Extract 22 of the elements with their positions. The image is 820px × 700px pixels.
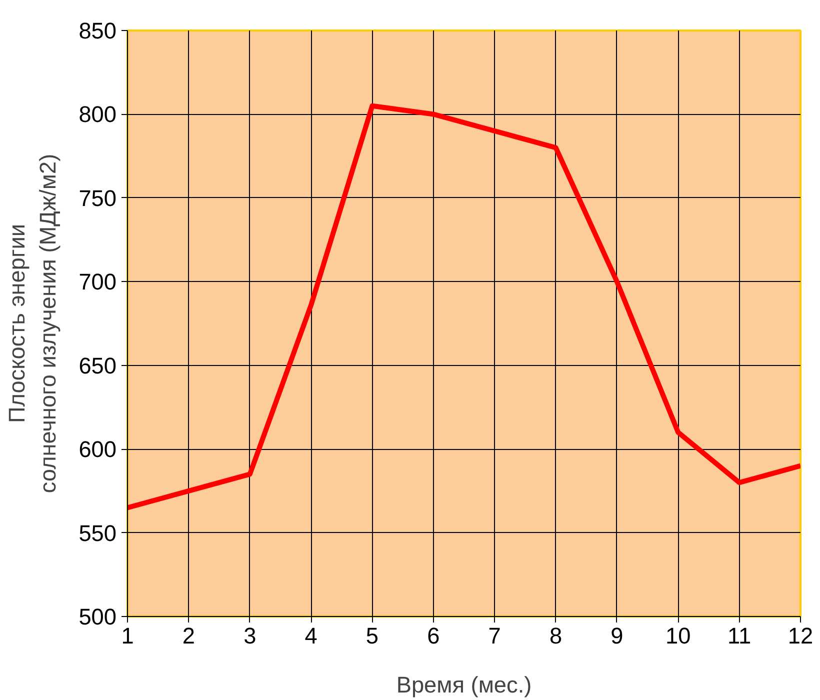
y-axis-title: Плоскость энергии солнечного излучения (МДж/м2) [4,154,61,494]
x-tick-label: 10 [666,622,691,648]
x-tick-label: 11 [728,622,752,648]
y-tick-label: 550 [78,520,117,546]
x-tick-label: 12 [788,622,814,648]
x-tick-label: 3 [244,622,256,648]
x-tick-label: 2 [182,622,195,648]
x-tick-label: 1 [121,622,134,648]
y-tick-label: 750 [78,184,117,211]
y-tick-label: 600 [78,436,117,462]
x-axis-title: Время (мес.) [396,672,532,698]
x-tick-label: 7 [488,622,501,648]
x-tick-label: 5 [366,622,379,648]
y-tick-label: 500 [78,604,117,630]
x-tick-label: 4 [304,622,318,648]
y-tick-label: 650 [78,352,117,378]
x-tick-label: 9 [610,622,624,648]
y-tick-label: 700 [78,268,117,295]
y-tick-label: 850 [78,18,117,44]
x-tick-label: 8 [549,622,562,648]
y-tick-label: 800 [78,101,117,128]
x-tick-label: 6 [427,622,440,648]
